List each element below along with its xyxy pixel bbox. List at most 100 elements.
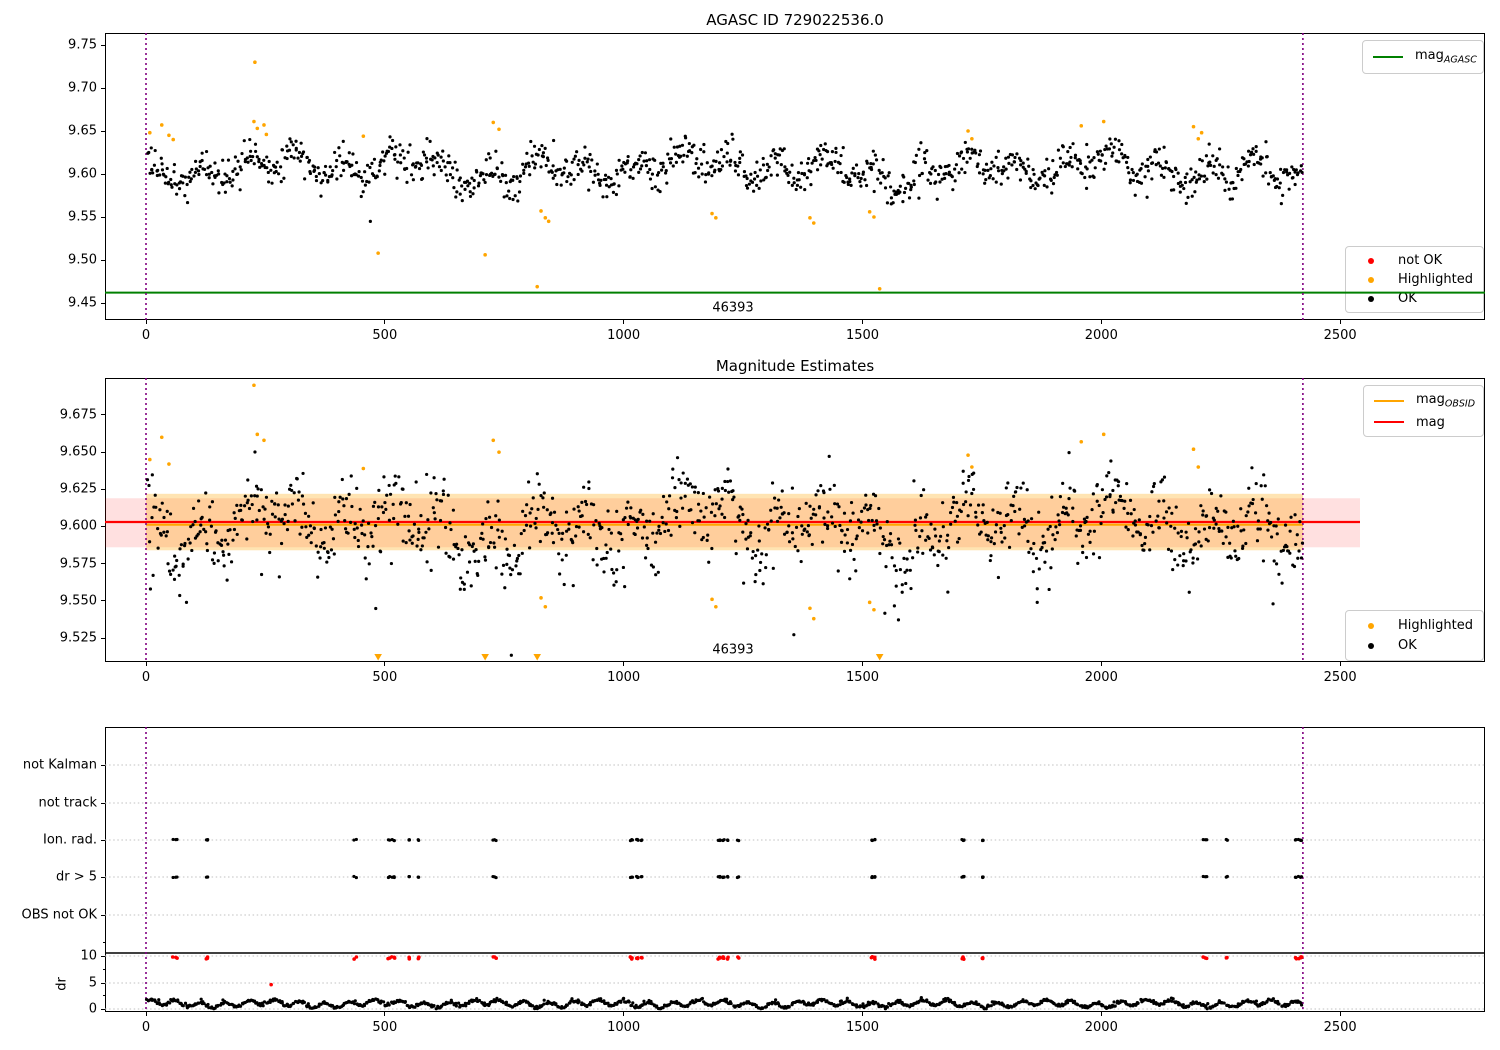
legend-point-classes-middle: Highlighted OK (1345, 610, 1484, 661)
flag-dots (171, 837, 1304, 880)
flag-row-label: dr > 5 (55, 869, 97, 885)
mag-line-swatch (1374, 421, 1404, 424)
y-tick-label: 9.75 (68, 37, 97, 53)
y-tick-mark (101, 259, 105, 261)
legend-item-mag: mag (1374, 415, 1473, 430)
ok-dot-swatch (1356, 642, 1386, 649)
not-ok-dot-swatch (1356, 257, 1386, 264)
y-tick-mark (101, 955, 105, 957)
clipped-triangle-marker (533, 654, 542, 661)
legend-point-classes: not OK Highlighted OK (1345, 246, 1484, 313)
x-tick-label: 1000 (607, 1020, 641, 1035)
panel-title-agasc: AGASC ID 729022536.0 (706, 11, 884, 29)
clipped-triangle-marker (875, 654, 884, 661)
clipped-triangle-marker (374, 654, 382, 661)
legend-label: magOBSID (1416, 392, 1476, 411)
legend-mag-agasc: magAGASC (1362, 40, 1484, 74)
y-tick-mark (101, 1008, 105, 1010)
dr-scatter (144, 996, 1304, 1011)
y-tick-label: 9.600 (59, 518, 97, 534)
x-tick-label: 0 (141, 1020, 151, 1035)
x-tick-mark (1100, 1012, 1102, 1016)
x-tick-label: 0 (141, 670, 151, 685)
flag-row-label: not track (38, 795, 97, 811)
clipped-triangle-marker (481, 654, 489, 661)
x-tick-label: 2000 (1084, 670, 1118, 685)
x-tick-label: 2500 (1323, 328, 1357, 343)
x-tick-label: 2500 (1323, 670, 1357, 685)
x-tick-label: 1000 (607, 328, 641, 343)
dr-clipped-red-dots (170, 955, 1304, 987)
ok-scatter (145, 450, 1305, 657)
y-tick-mark (101, 876, 105, 878)
y-tick-label: 9.45 (68, 295, 97, 311)
y-minor-tick-mark (102, 942, 105, 944)
legend-label: magAGASC (1415, 48, 1477, 66)
y-minor-tick-mark (102, 968, 105, 970)
x-tick-label: 0 (141, 328, 151, 343)
legend-item-mag-agasc: magAGASC (1373, 48, 1477, 66)
y-tick-label: 9.625 (59, 481, 97, 497)
y-tick-mark (101, 44, 105, 46)
x-tick-mark (145, 662, 147, 666)
plot-area-magnitude-panel (105, 378, 1360, 662)
y-tick-mark (101, 414, 105, 416)
y-tick-label: 9.575 (59, 556, 97, 572)
y-tick-label: 9.70 (68, 80, 97, 96)
obsid-annotation-top: 46393 (712, 300, 754, 316)
obsid-annotation-middle: 46393 (712, 642, 754, 658)
plot-area-agasc-panel (105, 33, 1485, 320)
dr-tick-label: 5 (88, 975, 97, 991)
x-tick-mark (1339, 320, 1341, 324)
legend-line-sample (1374, 400, 1404, 403)
legend-label: OK (1398, 638, 1417, 653)
x-tick-label: 1500 (845, 1020, 880, 1035)
x-tick-label: 1500 (845, 328, 880, 343)
legend-item-highlighted: Highlighted (1356, 618, 1473, 633)
legend-dot-sample (1368, 622, 1374, 629)
y-tick-label: 9.525 (59, 630, 97, 646)
y-tick-label: 9.60 (68, 166, 97, 182)
x-tick-label: 2500 (1323, 1020, 1357, 1035)
x-tick-mark (384, 1012, 386, 1016)
highlighted-scatter (148, 383, 1201, 621)
y-tick-mark (101, 914, 105, 916)
y-tick-mark (101, 451, 105, 453)
y-tick-mark (101, 173, 105, 175)
y-tick-mark (101, 802, 105, 804)
mag-agasc-line-swatch (1373, 56, 1403, 58)
legend-label: OK (1398, 291, 1417, 306)
legend-item-not-ok: not OK (1356, 253, 1473, 268)
y-tick-mark (101, 637, 105, 639)
y-tick-label: 9.550 (59, 593, 97, 609)
x-tick-mark (623, 662, 625, 666)
x-tick-label: 2000 (1084, 1020, 1118, 1035)
mag-obsid-line-swatch (1374, 400, 1404, 403)
legend-label: Highlighted (1398, 618, 1473, 633)
y-tick-mark (101, 982, 105, 984)
panel-title-magnitude: Magnitude Estimates (715, 357, 875, 375)
x-tick-label: 500 (372, 670, 398, 685)
legend-line-sample (1373, 56, 1403, 58)
legend-mag-lines: magOBSID mag (1363, 385, 1484, 437)
ok-dot-swatch (1356, 295, 1386, 302)
highlighted-scatter (148, 60, 1204, 291)
flag-row-label: OBS not OK (21, 907, 98, 923)
y-tick-mark (101, 839, 105, 841)
y-tick-mark (101, 525, 105, 527)
plot-area-flags-panel (105, 727, 1485, 1012)
legend-label: not OK (1398, 253, 1443, 268)
legend-dot-sample (1368, 642, 1374, 649)
x-tick-label: 2000 (1084, 328, 1118, 343)
ok-scatter (146, 132, 1304, 223)
axes-flags-dr (105, 727, 1485, 1012)
flag-row-label: Ion. rad. (43, 832, 97, 848)
flag-row-label: not Kalman (22, 757, 97, 773)
y-tick-mark (101, 488, 105, 490)
highlighted-dot-swatch (1356, 276, 1386, 283)
legend-item-mag-obsid: magOBSID (1374, 392, 1476, 411)
y-tick-mark (101, 563, 105, 565)
y-tick-label: 9.675 (59, 407, 97, 423)
y-tick-mark (101, 764, 105, 766)
